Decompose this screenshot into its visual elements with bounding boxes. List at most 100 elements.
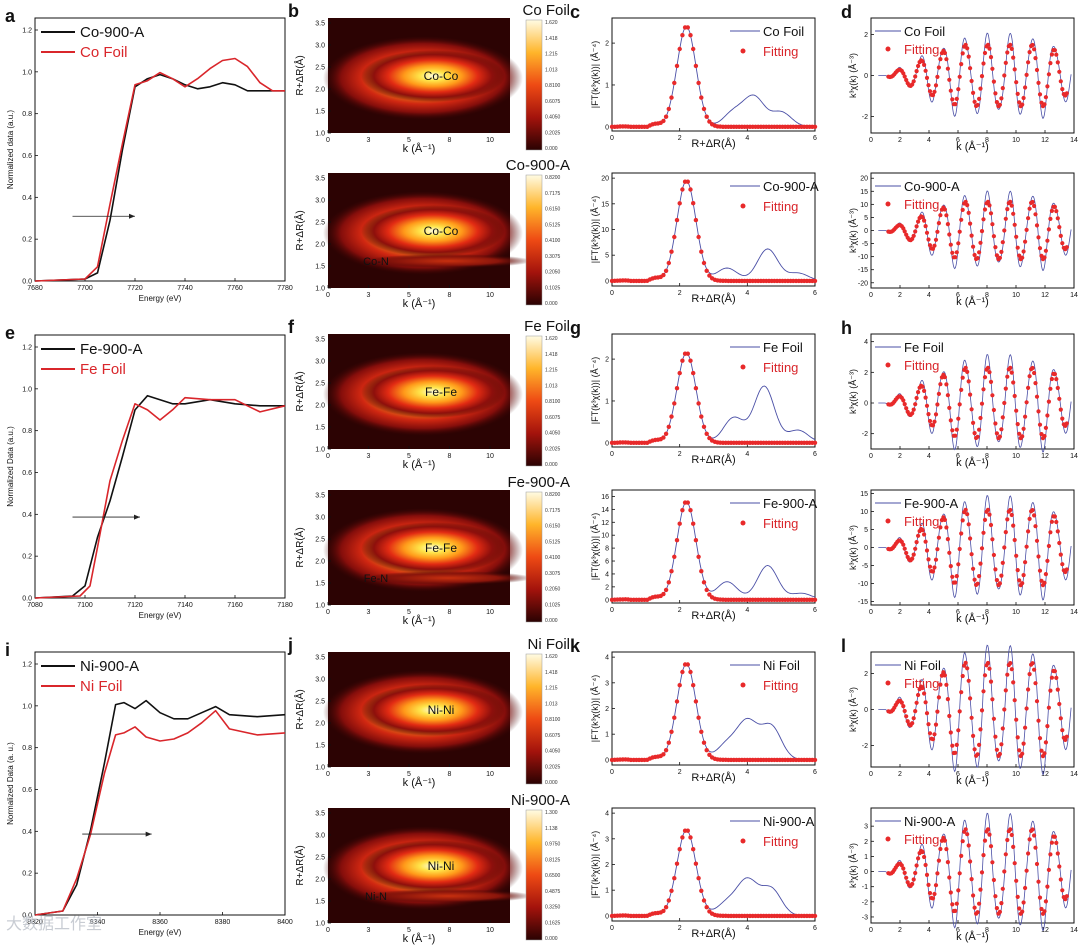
k-fit-point (975, 581, 980, 586)
k-fit-point (1057, 69, 1062, 74)
colorbar-tick: 0.4050 (545, 115, 561, 121)
ft-fit-point (699, 95, 704, 100)
y-tick-label: -1 (862, 884, 868, 891)
ft-fit-point (699, 414, 704, 419)
k-fit-point (930, 737, 936, 742)
k-fit-point (947, 77, 952, 82)
y-tick-label: 1.5 (315, 899, 325, 906)
k-fit-point (1023, 560, 1028, 565)
k-fit-point (957, 871, 962, 876)
x-tick-label: 0 (869, 292, 873, 299)
y-axis-label: R+ΔR(Å) (293, 55, 306, 95)
k-fit-point (902, 74, 907, 79)
k-fit-point (936, 221, 942, 226)
k-fit-point (1027, 50, 1032, 55)
ft-experimental-line (612, 25, 816, 128)
k-fit-point (1015, 894, 1020, 900)
ft-fit-point (666, 580, 671, 585)
k-fit-point (935, 547, 940, 552)
k-fit-point (953, 750, 958, 755)
k-fit-point (1054, 377, 1059, 382)
k-fit-point (947, 405, 952, 410)
x-tick-label: 7740 (177, 285, 193, 292)
x-tick-label: 10 (1012, 927, 1020, 934)
k-fit-point (1027, 837, 1032, 842)
k-fit-point (985, 365, 991, 370)
k-fit-point (938, 213, 943, 218)
k-fit-point (1011, 55, 1016, 60)
y-tick-label: 3 (864, 824, 868, 831)
k-fit-point (1046, 705, 1051, 710)
k-fit-point (975, 256, 980, 261)
k-fit-point (972, 577, 977, 582)
k-fit-point (991, 407, 997, 413)
k-fit-point (1054, 52, 1059, 57)
x-tick-label: 8 (448, 137, 452, 144)
legend-label: Fe-900-A (80, 341, 143, 358)
k-fit-point (987, 46, 992, 51)
x-tick-label: 10 (486, 927, 494, 934)
y-tick-label: 0.6 (22, 470, 32, 477)
k-fit-point (938, 525, 943, 530)
x-tick-label: 0 (326, 137, 330, 144)
k-fit-point (1055, 385, 1060, 391)
k-fit-point (1042, 102, 1047, 107)
k-fit-point (1045, 238, 1050, 243)
plot-frame (611, 17, 816, 132)
k-fit-point (924, 230, 930, 235)
k-fit-point (913, 402, 918, 407)
k-fit-point (911, 407, 916, 412)
y-tick-label: 0.2 (22, 237, 32, 244)
k-fit-point (1049, 208, 1054, 213)
k-fit-point (956, 728, 961, 733)
k-fit-point (963, 199, 968, 204)
x-tick-label: 2 (898, 609, 902, 616)
plot-frame (611, 333, 816, 448)
k-fit-point (1008, 661, 1013, 666)
k-fit-point (924, 872, 930, 878)
y-tick-label: -2 (862, 114, 868, 121)
y-tick-label: 1 (605, 398, 609, 405)
k-fit-point (944, 847, 949, 852)
k-fit-point (1055, 687, 1060, 692)
k-fit-point (922, 854, 927, 860)
series-line-Co-900-A (34, 73, 285, 282)
y-tick-label: 20 (601, 176, 609, 183)
k-fit-point (982, 673, 988, 678)
x-tick-label: 5 (407, 137, 411, 144)
y-axis-label: k³χ(k) (Å⁻³) (848, 843, 858, 888)
k-fit-point (1037, 568, 1043, 573)
ft-fit-point (666, 424, 671, 429)
y-tick-label: 0 (605, 757, 609, 764)
y-axis-label: R+ΔR(Å) (293, 210, 306, 250)
x-axis-label: k (Å⁻¹) (403, 142, 436, 155)
k-fit-point (971, 893, 976, 898)
k-fit-point (999, 573, 1004, 578)
k-fit-point (1021, 95, 1026, 101)
y-tick-label: 1.5 (315, 743, 325, 750)
ft-fit-point (701, 740, 707, 745)
k-fit-point (965, 46, 970, 51)
x-axis-label: R+ΔR(Å) (691, 927, 735, 940)
ft-fit-point (812, 278, 818, 284)
colorbar-tick: 1.013 (545, 701, 558, 707)
y-tick-label: 12 (601, 520, 609, 527)
y-tick-label: 0.0 (22, 913, 32, 920)
y-tick-label: 3 (605, 680, 609, 687)
y-tick-label: 0.4 (22, 195, 32, 202)
x-tick-label: 2 (678, 925, 682, 932)
y-tick-label: 1.0 (315, 921, 325, 928)
xanes-panel-i: i 0.0 0.2 0.4 0.6 0.8 1.0 1.2 8320 8340 8360 8380 84… (5, 640, 293, 937)
panel-letter: g (570, 318, 581, 338)
y-tick-label: 4 (605, 655, 609, 662)
k-fit-point (1008, 42, 1013, 48)
k-fit-point (957, 74, 962, 79)
k-fit-point (1024, 400, 1029, 405)
k-fit-point (1008, 199, 1013, 204)
x-tick-label: 10 (486, 453, 494, 460)
x-tick-label: 3 (367, 771, 371, 778)
k-fit-point (941, 670, 946, 675)
ft-fit-point (669, 249, 674, 254)
k-fit-point (1036, 718, 1041, 723)
colorbar-tick: 0.1025 (545, 602, 561, 608)
